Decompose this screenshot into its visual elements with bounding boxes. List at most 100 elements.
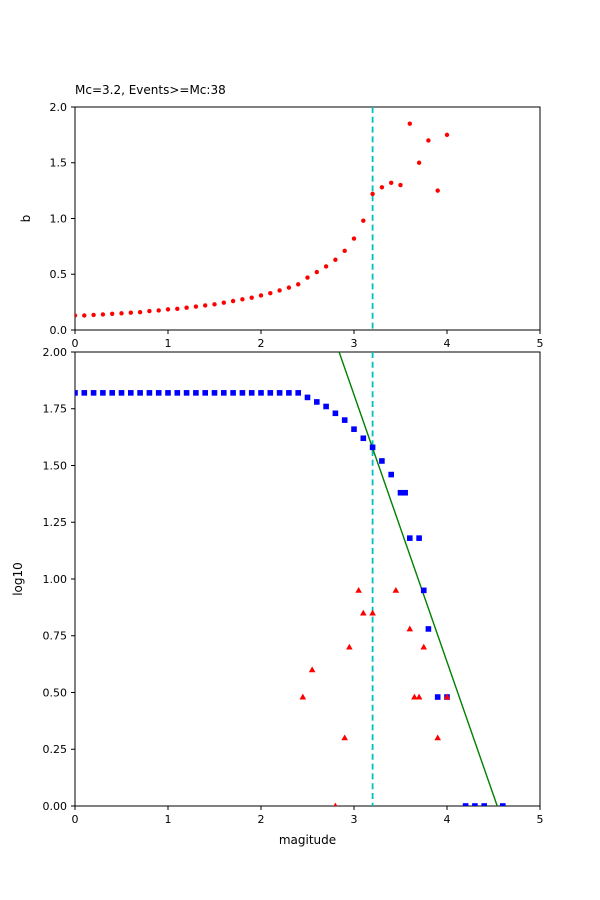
b-value-point	[137, 309, 143, 315]
cumulative-count-point	[481, 803, 487, 806]
x-tick-label: 4	[444, 337, 451, 350]
cumulative-count-point	[379, 458, 385, 464]
cumulative-count-point	[286, 390, 292, 396]
cumulative-count-point	[462, 803, 469, 806]
y-tick-label: 0.25	[43, 743, 68, 756]
b-value-point	[342, 248, 347, 254]
b-value-point	[258, 293, 264, 298]
y-tick-label: 2.00	[43, 346, 68, 359]
y-tick-label: 1.50	[43, 459, 68, 472]
b-value-point	[75, 313, 78, 318]
b-value-point	[193, 304, 199, 309]
y-tick-label: 1.75	[43, 403, 68, 416]
b-value-point	[426, 138, 431, 143]
cumulative-count-point	[239, 390, 246, 396]
cumulative-count-point	[500, 803, 506, 806]
cumulative-count-point	[332, 410, 339, 417]
b-value-point	[407, 121, 412, 126]
noncumulative-count-point	[411, 693, 418, 700]
b-value-point	[333, 257, 338, 262]
b-value-point	[240, 297, 245, 302]
b-value-point	[277, 288, 282, 293]
cumulative-count-point	[416, 535, 422, 541]
cumulative-count-point	[137, 390, 143, 396]
axes-frame	[74, 351, 541, 807]
cumulative-count-point	[351, 426, 357, 432]
noncumulative-count-point	[434, 734, 441, 741]
b-value-point	[221, 300, 226, 305]
b-value-point	[128, 310, 133, 315]
cumulative-count-point	[165, 390, 171, 396]
b-value-point	[361, 218, 366, 223]
b-value-point	[249, 295, 254, 300]
b-value-point	[165, 307, 171, 312]
cumulative-count-point	[248, 390, 255, 396]
b-value-point	[416, 160, 422, 165]
cumulative-count-point	[425, 626, 432, 632]
cumulative-count-point	[276, 390, 283, 396]
cumulative-count-point	[295, 390, 301, 396]
b-value-point	[230, 298, 236, 304]
cumulative-count-point	[174, 390, 181, 396]
cumulative-count-point	[434, 694, 441, 700]
y-tick-label: 1.25	[43, 516, 68, 529]
x-tick-label: 1	[165, 337, 172, 350]
y-tick-label: 0.0	[50, 324, 68, 337]
cumulative-count-point	[230, 390, 236, 396]
x-tick-label: 3	[351, 813, 358, 826]
b-value-point	[286, 285, 292, 290]
x-tick-label: 3	[351, 337, 358, 350]
cumulative-count-point	[202, 390, 208, 396]
b-value-point	[100, 312, 106, 317]
noncumulative-count-point	[355, 586, 362, 593]
y-tick-label: 1.0	[50, 212, 68, 225]
noncumulative-count-point	[308, 666, 316, 673]
b-value-point	[444, 132, 450, 138]
x-tick-label: 5	[537, 813, 544, 826]
x-axis-label: magitude	[279, 833, 336, 847]
cumulative-count-point	[221, 390, 227, 396]
x-tick-label: 0	[72, 337, 79, 350]
b-value-point	[370, 191, 375, 197]
x-tick-label: 0	[72, 813, 79, 826]
cumulative-count-point	[81, 390, 88, 396]
b-value-point	[156, 308, 161, 313]
noncumulative-count-point	[392, 586, 400, 593]
b-value-point	[203, 303, 208, 308]
y-tick-label: 2.0	[50, 101, 68, 114]
series-group	[75, 352, 506, 806]
noncumulative-count-point	[415, 693, 423, 700]
cumulative-count-point	[323, 403, 329, 410]
x-tick-label: 2	[258, 337, 265, 350]
y-tick-label: 1.00	[43, 573, 68, 586]
b-value-point	[91, 312, 96, 318]
cumulative-count-point	[472, 803, 478, 806]
b-value-point	[119, 311, 124, 316]
cumulative-count-point	[109, 390, 115, 396]
b-value-point	[212, 302, 217, 307]
b-value-point	[379, 185, 385, 190]
noncumulative-count-point	[333, 802, 338, 806]
cumulative-count-point	[128, 390, 134, 396]
cumulative-count-point	[360, 435, 367, 442]
y-tick-label: 0.00	[43, 800, 68, 813]
axes-frame	[74, 106, 541, 331]
b-value-point	[305, 275, 310, 280]
b-value-point	[110, 311, 115, 317]
noncumulative-count-point	[360, 609, 367, 616]
noncumulative-count-point	[420, 643, 428, 650]
series-group	[75, 121, 450, 318]
cumulative-count-point	[267, 390, 274, 396]
y-axis-label: log10	[11, 562, 25, 596]
noncumulative-count-point	[299, 693, 307, 700]
x-tick-label: 4	[444, 813, 451, 826]
plot-title: Mc=3.2, Events>=Mc:38	[75, 83, 226, 97]
gr-fit-line	[338, 352, 498, 806]
cumulative-count-point	[75, 390, 78, 396]
y-axis-label: b	[19, 215, 33, 223]
y-tick-label: 0.75	[43, 630, 68, 643]
noncumulative-count-point	[406, 625, 414, 632]
cumulative-count-point	[304, 394, 311, 401]
cumulative-count-point	[314, 399, 320, 405]
b-value-point	[184, 305, 189, 310]
